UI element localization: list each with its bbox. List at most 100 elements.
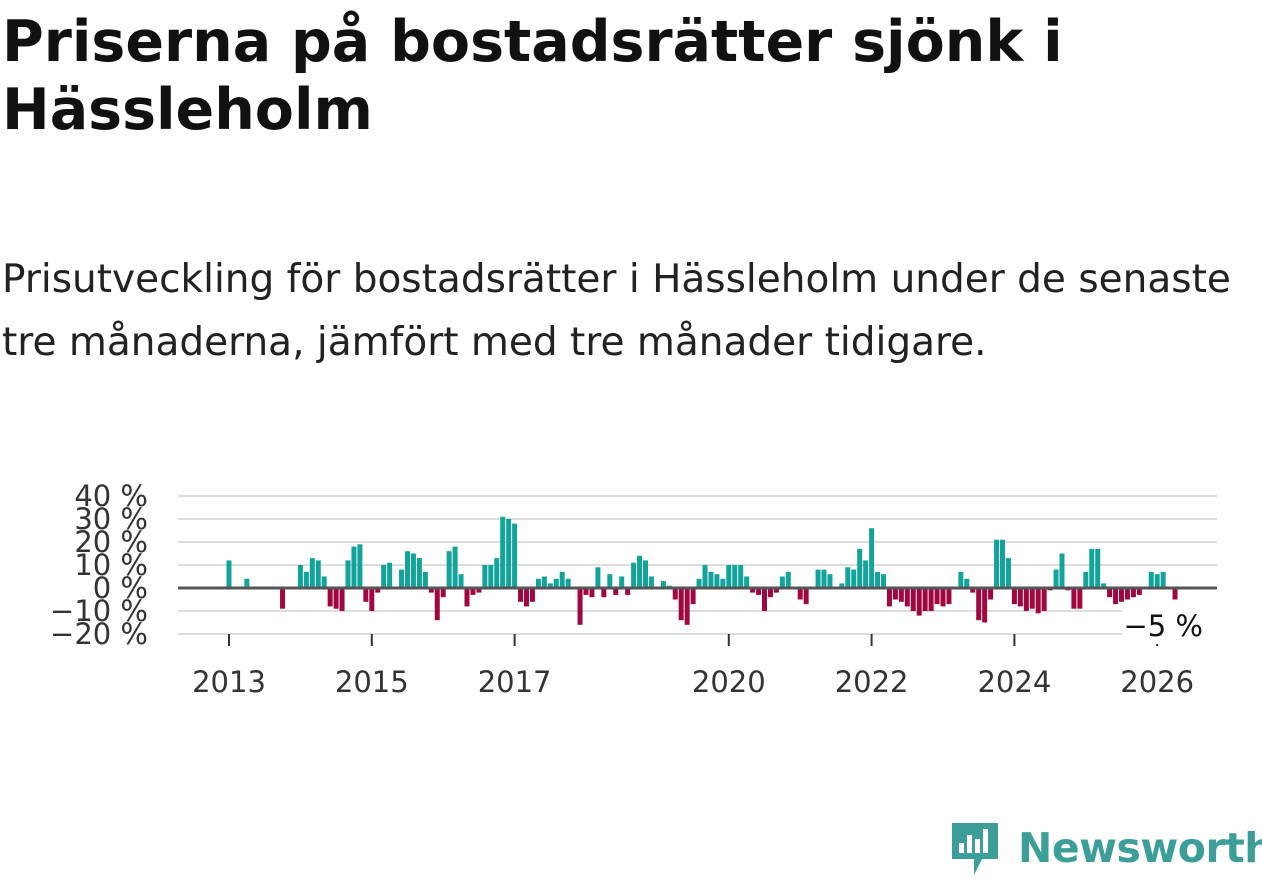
bar <box>1071 588 1077 609</box>
bar <box>369 588 375 611</box>
bar <box>381 565 387 588</box>
bar <box>482 565 488 588</box>
bar <box>387 562 393 588</box>
bar <box>1041 588 1047 611</box>
bar <box>452 546 458 588</box>
bar <box>1113 588 1119 605</box>
bar <box>631 562 637 588</box>
bar <box>309 558 315 588</box>
bar <box>863 560 869 588</box>
bar <box>946 588 952 605</box>
bar <box>416 558 422 588</box>
bar <box>773 588 779 593</box>
bar <box>488 565 494 588</box>
bar <box>1130 588 1136 598</box>
bar <box>577 588 583 625</box>
bar <box>815 569 821 588</box>
bar <box>690 588 696 605</box>
bar <box>541 576 547 588</box>
bar <box>934 588 940 605</box>
bar <box>518 588 524 602</box>
bar <box>678 588 684 621</box>
bar <box>1148 571 1154 588</box>
bar <box>1000 539 1005 588</box>
bar <box>405 551 410 588</box>
bar <box>422 571 428 588</box>
bar <box>708 571 714 588</box>
y-tick-label: −20 % <box>50 617 148 651</box>
bar <box>750 588 756 593</box>
x-tick-label: 2022 <box>835 665 909 699</box>
bar <box>583 588 589 595</box>
bar <box>345 560 351 588</box>
bar <box>851 569 857 588</box>
bar <box>1077 588 1083 609</box>
bars <box>226 516 1178 625</box>
bar <box>982 588 988 623</box>
bar <box>619 576 625 588</box>
bar <box>1035 588 1041 614</box>
bar <box>1172 588 1178 600</box>
bar <box>351 546 357 588</box>
bar <box>886 588 892 607</box>
bar <box>964 578 970 588</box>
bar <box>565 578 571 588</box>
bar <box>696 578 702 588</box>
gridlines <box>178 495 1217 635</box>
bar <box>702 565 708 588</box>
y-tick-label: 40 % <box>74 479 148 513</box>
bar <box>410 553 416 588</box>
y-tick-label: 0 % <box>93 571 148 605</box>
bar <box>399 569 405 588</box>
bar <box>827 574 833 588</box>
bar <box>958 571 964 588</box>
bar <box>1095 548 1101 588</box>
bar <box>315 560 321 588</box>
bar <box>684 588 690 625</box>
bar <box>928 588 934 611</box>
bar <box>637 555 643 588</box>
newsworthy-logo-icon <box>952 823 998 875</box>
bar <box>738 565 744 588</box>
bar <box>280 588 286 609</box>
x-axis-ticks: 2013 2015 2017 2020 2022 2024 2026 <box>192 634 1194 699</box>
bar <box>881 574 886 588</box>
bar <box>363 588 369 602</box>
bar <box>904 588 910 607</box>
bar <box>500 516 506 588</box>
bar <box>797 588 803 600</box>
bar <box>297 565 303 588</box>
bar <box>375 588 381 593</box>
bar <box>643 560 648 588</box>
bar <box>994 539 1000 588</box>
bar <box>1017 588 1023 607</box>
bar <box>428 588 434 593</box>
x-tick-label: 2024 <box>977 665 1051 699</box>
bar <box>601 588 607 598</box>
bar <box>916 588 922 616</box>
bar <box>1059 553 1065 588</box>
bar <box>458 574 464 588</box>
bar <box>1089 548 1095 588</box>
bar <box>720 578 726 588</box>
bar <box>898 588 904 602</box>
x-tick-label: 2015 <box>335 665 409 699</box>
bar <box>1011 588 1017 605</box>
bar <box>547 583 553 588</box>
bar <box>1029 588 1035 609</box>
bar <box>988 588 994 600</box>
x-tick-label: 2017 <box>478 665 552 699</box>
bar <box>970 588 976 593</box>
bar-chart: 40 %30 %20 %10 %0 %−10 %−20 % 2013 2015 20… <box>50 479 1218 699</box>
bar <box>303 571 309 588</box>
bar <box>512 523 518 588</box>
bar <box>607 574 613 588</box>
bar <box>779 576 785 588</box>
bar <box>1005 558 1011 588</box>
bar <box>821 569 827 588</box>
bar <box>660 581 666 588</box>
bar <box>589 588 595 598</box>
bar <box>1053 569 1059 588</box>
bar <box>910 588 916 611</box>
bar <box>524 588 529 607</box>
